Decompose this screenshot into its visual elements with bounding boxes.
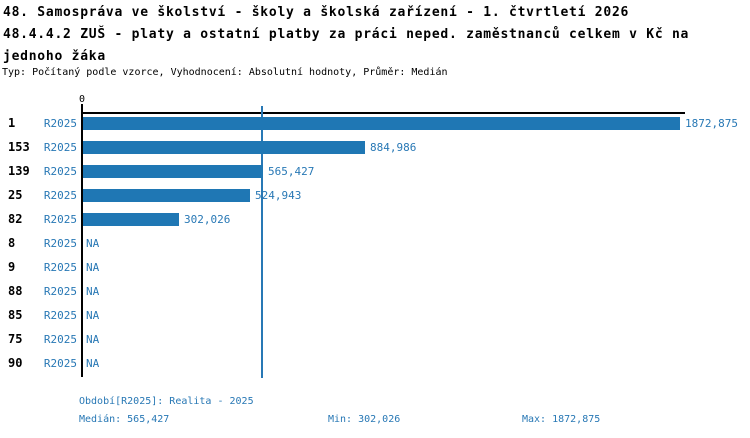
footer-median-stat: Medián: 565,427 [79, 414, 170, 425]
row-period-label: R2025 [43, 261, 77, 274]
row-id-label: 8 [8, 236, 16, 250]
row-id-label: 82 [8, 212, 23, 226]
bar-na-label: NA [86, 309, 100, 322]
footer-max-stat: Max: 1872,875 [522, 414, 601, 425]
row-id-label: 75 [8, 332, 23, 346]
footer-min-stat: Min: 302,026 [328, 414, 401, 425]
bar [83, 189, 250, 202]
row-period-label: R2025 [43, 333, 77, 346]
row-period-label: R2025 [43, 189, 77, 202]
row-period-label: R2025 [43, 141, 77, 154]
row-period-label: R2025 [43, 237, 77, 250]
bar-chart: 0 1 R2025 1872,875 153 R2025 884,986 139 R2025 5… [0, 90, 750, 390]
bar [83, 117, 680, 130]
bar-value-label: 1872,875 [685, 117, 738, 130]
row-period-label: R2025 [43, 285, 77, 298]
row-id-label: 85 [8, 308, 23, 322]
report-title-line3: jednoho žáka [3, 49, 106, 64]
bar-na-label: NA [86, 285, 100, 298]
row-id-label: 88 [8, 284, 23, 298]
footer-period-info: Období[R2025]: Realita - 2025 [79, 396, 254, 407]
chart-footer: Období[R2025]: Realita - 2025 Medián: 56… [0, 390, 750, 438]
median-line [261, 106, 263, 378]
bar-value-label: 524,943 [255, 189, 302, 202]
row-id-label: 90 [8, 356, 23, 370]
x-axis-line [81, 112, 685, 114]
row-period-label: R2025 [43, 357, 77, 370]
row-id-label: 9 [8, 260, 16, 274]
row-id-label: 139 [8, 164, 30, 178]
row-period-label: R2025 [43, 309, 77, 322]
bar-na-label: NA [86, 357, 100, 370]
row-period-label: R2025 [43, 165, 77, 178]
row-id-label: 1 [8, 116, 16, 130]
bar [83, 213, 179, 226]
report-title-line2: 48.4.4.2 ZUŠ - platy a ostatní platby za… [3, 27, 690, 42]
bar-na-label: NA [86, 261, 100, 274]
bar-na-label: NA [86, 237, 100, 250]
x-axis-zero-label: 0 [78, 94, 86, 105]
bar-value-label: 884,986 [370, 141, 417, 154]
bar-value-label: 565,427 [268, 165, 315, 178]
report-title: 48. Samospráva ve školství - školy a ško… [3, 2, 689, 68]
report-title-line1: 48. Samospráva ve školství - školy a ško… [3, 5, 630, 20]
y-axis-line [81, 104, 83, 377]
row-period-label: R2025 [43, 213, 77, 226]
report-subtitle: Typ: Počítaný podle vzorce, Vyhodnocení:… [2, 67, 448, 78]
row-id-label: 25 [8, 188, 23, 202]
bar-na-label: NA [86, 333, 100, 346]
row-id-label: 153 [8, 140, 30, 154]
bar [83, 165, 263, 178]
row-period-label: R2025 [43, 117, 77, 130]
bar [83, 141, 365, 154]
bar-value-label: 302,026 [184, 213, 231, 226]
